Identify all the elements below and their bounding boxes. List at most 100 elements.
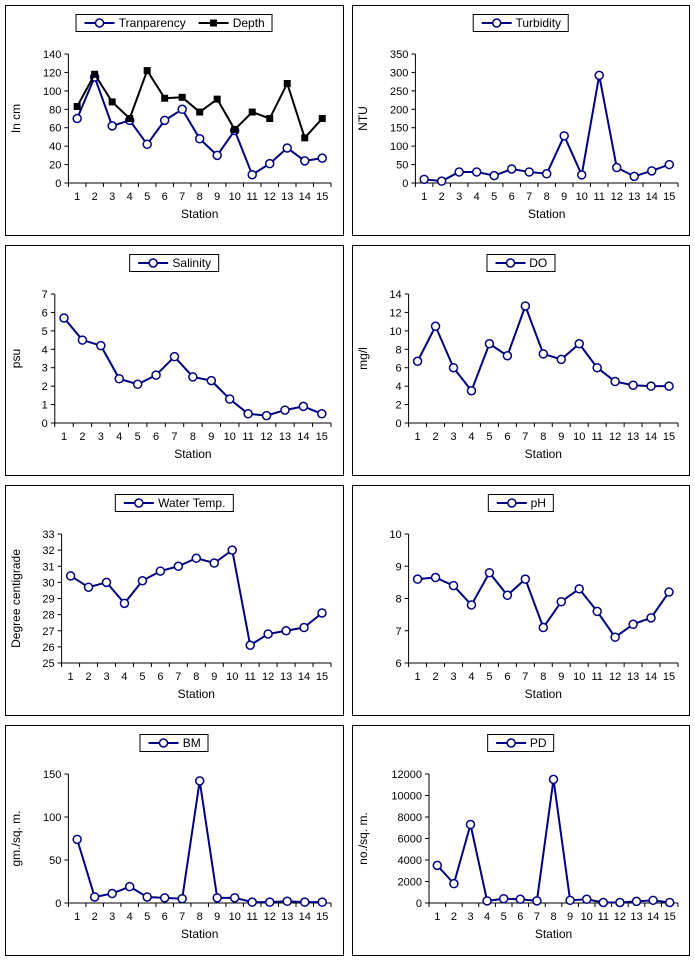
marker-square-depth: [213, 95, 221, 103]
x-tick-label: 14: [646, 911, 658, 923]
x-tick-label: 15: [316, 671, 328, 683]
x-tick-label: 14: [297, 431, 309, 443]
x-axis-title: Station: [524, 447, 561, 461]
marker-circle-turbidity: [471, 167, 481, 177]
marker-square-depth: [73, 103, 81, 111]
marker-circle-ph: [502, 590, 512, 601]
x-tick-label: 8: [543, 191, 549, 203]
legend-label: PD: [529, 736, 547, 750]
marker-circle-tranparency: [72, 113, 82, 124]
x-tick-label: 7: [179, 911, 185, 923]
marker-circle-ph: [645, 613, 656, 623]
x-tick-label: 12: [264, 911, 276, 923]
y-tick-label: 26: [42, 642, 54, 654]
marker-square-depth: [126, 115, 134, 122]
x-axis-title: Station: [174, 447, 211, 461]
legend-marker-circle-icon: [495, 258, 526, 268]
x-tick-label: 15: [663, 191, 675, 203]
chart-legend-water-temp: Water Temp.: [115, 494, 234, 512]
series-line-turbidity: [423, 74, 670, 183]
marker-circle-water-temp: [101, 577, 112, 588]
x-tick-label: 9: [561, 191, 567, 203]
marker-circle-bm: [177, 893, 187, 904]
y-tick-label: 3: [42, 363, 48, 375]
y-tick-label: 4: [42, 344, 48, 356]
x-tick-label: 6: [517, 911, 523, 923]
marker-circle-bm: [72, 834, 82, 845]
marker-circle-pd: [481, 896, 492, 906]
marker-circle-water-temp: [155, 566, 166, 576]
chart-panel-bm: BM 0 50 100 150 1 2 3 4 5 6 7 8 9 10 11 12 13 14 15 gm./sq. …: [5, 725, 344, 956]
marker-circle-water-temp: [119, 598, 130, 609]
legend-marker-square-icon: [198, 19, 229, 27]
y-tick-label: 31: [42, 561, 54, 573]
y-tick-label: 50: [49, 855, 61, 867]
y-tick-label: 40: [49, 141, 61, 153]
x-tick-label: 10: [224, 431, 236, 443]
series-pd: [432, 774, 674, 908]
y-tick-label: 32: [42, 545, 54, 557]
marker-circle-ph: [627, 619, 638, 630]
x-tick-label: 2: [432, 431, 438, 443]
marker-circle-ph: [573, 584, 584, 594]
x-tick-label: 7: [171, 431, 177, 443]
y-tick-label: 29: [42, 594, 54, 606]
x-tick-label: 5: [500, 911, 506, 923]
series-line-pd: [436, 778, 670, 904]
marker-circle-pd: [448, 878, 459, 889]
x-tick-label: 12: [260, 431, 272, 443]
legend-marker-circle-icon: [124, 498, 155, 508]
chart-legend-pd: PD: [486, 734, 555, 752]
y-tick-label: 14: [389, 289, 401, 301]
x-tick-label: 12: [613, 911, 625, 923]
x-tick-label: 10: [573, 671, 585, 683]
x-tick-label: 2: [92, 911, 98, 923]
chart-panel-water-temp: Water Temp. 25 26 27 28 29 30 31 32 33 1 2 3 4 5 6 7 8 9 10…: [5, 485, 344, 716]
x-tick-label: 3: [98, 431, 104, 443]
x-tick-label: 2: [85, 671, 91, 683]
x-tick-label: 13: [281, 191, 293, 203]
y-tick-label: 100: [43, 812, 61, 824]
y-tick-label: 28: [42, 610, 54, 622]
x-tick-label: 10: [575, 191, 587, 203]
marker-circle-salinity: [261, 410, 272, 421]
marker-circle-do: [663, 381, 674, 391]
marker-circle-water-temp: [209, 558, 220, 568]
legend-item-turbidity: Turbidity: [480, 16, 561, 30]
x-tick-label: 12: [609, 671, 621, 683]
marker-circle-do: [556, 354, 566, 365]
marker-circle-ph: [484, 567, 494, 578]
marker-circle-salinity: [224, 394, 235, 404]
x-tick-label: 5: [135, 431, 141, 443]
x-tick-label: 13: [279, 431, 291, 443]
marker-square-depth: [161, 94, 169, 102]
x-tick-label: 8: [540, 431, 546, 443]
marker-circle-do: [448, 362, 458, 373]
y-tick-label: 10: [389, 326, 401, 338]
x-tick-label: 2: [92, 191, 98, 203]
chart-legend-salinity: Salinity: [129, 254, 220, 272]
x-tick-label: 7: [179, 191, 185, 203]
marker-circle-ph: [609, 632, 620, 642]
y-tick-label: 200: [390, 104, 408, 116]
x-axis-title: Station: [524, 687, 561, 701]
marker-circle-turbidity: [523, 167, 534, 177]
x-tick-label: 7: [175, 671, 181, 683]
legend-marker-circle-icon: [138, 258, 169, 268]
marker-circle-turbidity: [663, 159, 674, 170]
marker-circle-tranparency: [159, 115, 170, 126]
marker-circle-pd: [631, 896, 641, 907]
x-tick-label: 4: [468, 431, 474, 443]
x-tick-label: 12: [610, 191, 622, 203]
x-tick-label: 1: [68, 671, 74, 683]
marker-circle-bm: [317, 897, 327, 907]
legend-label: DO: [529, 256, 548, 270]
chart-panel-turbidity: Turbidity 0 50 100 150 200 250 300 350 1 2 3 4 5 6 7 8 9 1…: [351, 5, 690, 236]
y-tick-label: 4: [395, 381, 401, 393]
x-tick-label: 9: [558, 671, 564, 683]
x-tick-label: 13: [280, 671, 292, 683]
